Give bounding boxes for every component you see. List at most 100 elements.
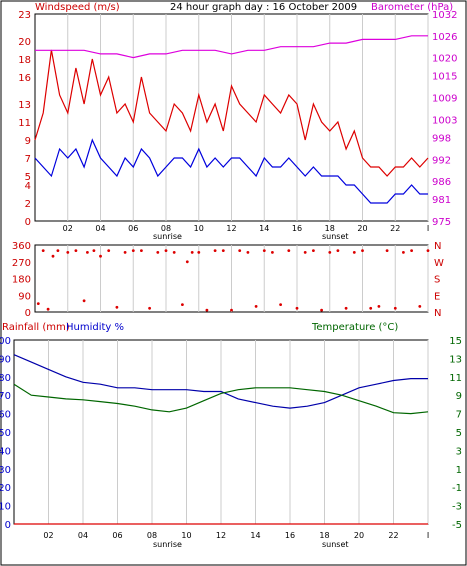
wind-left-tick: 7	[25, 154, 31, 165]
wind-right-tick: 998	[432, 133, 451, 144]
direction-point	[123, 251, 127, 254]
rain-left-axis-label: Rainfall (mm)	[2, 322, 70, 333]
direction-point	[56, 249, 60, 253]
direction-point	[312, 249, 315, 253]
wind-x-tick: 16	[292, 224, 302, 233]
direction-point	[410, 249, 413, 253]
humidity-left-tick: 90	[0, 354, 11, 365]
humidity-x-tick: 22	[388, 531, 398, 540]
humidity-left-tick: 40	[0, 446, 11, 457]
temperature-right-tick: 9	[456, 391, 462, 402]
wind-left-tick: 4	[25, 181, 31, 192]
temperature-right-tick: 13	[449, 354, 462, 365]
wind-right-tick: 1015	[432, 72, 457, 83]
direction-point	[46, 307, 50, 311]
humidity-left-tick: 60	[0, 410, 11, 421]
wind-x-tick: 22	[390, 224, 400, 233]
humidity-x-tick: 10	[181, 531, 191, 540]
wind-left-tick: 0	[25, 217, 31, 228]
temperature-right-tick: 5	[456, 428, 462, 439]
humidity-x-tick: 02	[43, 531, 53, 540]
humidity-left-tick: 20	[0, 483, 11, 494]
direction-left-tick: 180	[12, 275, 31, 286]
direction-point	[92, 249, 96, 253]
wind-right-tick: 986	[432, 177, 451, 188]
wind-left-tick: 11	[18, 118, 31, 129]
temperature-right-tick: 7	[456, 410, 462, 421]
humidity-x-tick: 14	[250, 531, 260, 540]
direction-point	[190, 251, 194, 254]
direction-point	[197, 251, 201, 254]
wind-right-tick: 1026	[432, 32, 457, 43]
direction-point	[361, 249, 364, 253]
wind-x-tick: 12	[226, 224, 236, 233]
wind-x-tick: I	[427, 224, 429, 233]
wind-left-tick: 2	[25, 199, 31, 210]
direction-point	[426, 249, 430, 253]
direction-left-tick: 0	[25, 308, 31, 319]
temperature-series-line	[13, 383, 429, 415]
direction-point	[369, 306, 373, 310]
direction-point	[385, 249, 389, 253]
direction-right-tick: E	[434, 291, 440, 302]
direction-point	[254, 305, 258, 308]
humidity-left-tick: 50	[0, 428, 11, 439]
wind-x-tick: 02	[63, 224, 73, 233]
humidity-left-axis-label: Humidity %	[66, 322, 124, 333]
direction-point	[303, 251, 307, 254]
direction-point	[271, 251, 274, 254]
humidity-left-tick: 0	[5, 520, 11, 531]
direction-point	[74, 249, 78, 253]
direction-point	[36, 302, 40, 305]
temperature-right-tick: -5	[452, 520, 462, 531]
direction-left-tick: 90	[18, 291, 31, 302]
direction-right-tick: W	[434, 258, 444, 269]
hum-sunrise-label: sunrise	[153, 540, 182, 549]
humidity-x-tick: 06	[112, 531, 122, 540]
chart-title: 24 hour graph day : 16 October 2009	[170, 2, 357, 13]
direction-point	[164, 249, 168, 253]
humidity-x-tick: 16	[285, 531, 295, 540]
wind-gridlines	[67, 14, 429, 221]
temperature-right-tick: 1	[456, 465, 462, 476]
humidity-series-line	[13, 354, 428, 409]
direction-point	[148, 306, 152, 310]
direction-point	[246, 251, 250, 254]
direction-point	[328, 251, 332, 254]
wind-series-line	[34, 138, 428, 204]
direction-point	[205, 308, 209, 312]
direction-point	[320, 308, 323, 312]
wind-x-tick: 08	[161, 224, 171, 233]
direction-point	[418, 305, 422, 308]
humidity-left-tick: 30	[0, 465, 11, 476]
wind-left-tick: 18	[18, 55, 31, 66]
direction-point	[115, 305, 119, 309]
direction-point	[238, 249, 242, 253]
wind-left-tick: 20	[18, 37, 31, 48]
barometer-series-line	[35, 35, 428, 59]
direction-point	[41, 249, 45, 253]
direction-point	[82, 299, 86, 303]
wind-right-tick: 981	[432, 195, 451, 206]
gust-series-line	[34, 49, 429, 177]
temperature-right-tick: -3	[452, 502, 462, 513]
direction-point	[402, 251, 405, 254]
wind-x-tick: 20	[357, 224, 367, 233]
humidity-x-tick: 04	[78, 531, 88, 540]
direction-point	[131, 249, 135, 253]
direction-left-tick: 360	[12, 241, 31, 252]
direction-point	[377, 305, 381, 308]
wind-right-tick: 1020	[432, 54, 457, 65]
direction-point	[295, 306, 299, 310]
humidity-left-ticks: 0 10 20 30 40 50 60 70 80 90 100	[0, 336, 11, 531]
temperature-right-tick: 15	[449, 336, 462, 347]
temperature-right-tick: 11	[449, 373, 462, 384]
temp-right-axis-label: Temperature (°C)	[311, 322, 398, 333]
direction-left-ticks: 0 90 180 270 360	[12, 241, 31, 319]
wind-x-ticks: 02 04 06 08 10 12 14 16 18 20 22 I	[63, 224, 430, 233]
humidity-left-tick: 70	[0, 391, 11, 402]
direction-point	[99, 254, 102, 258]
